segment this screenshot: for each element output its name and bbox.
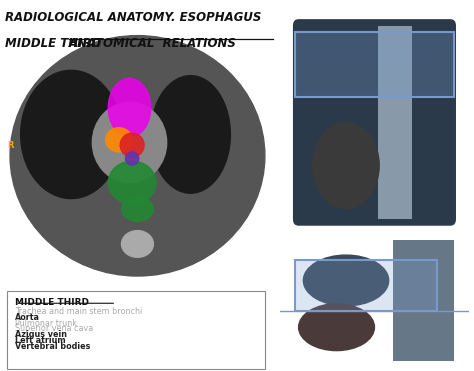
Bar bbox=[378, 26, 412, 219]
Ellipse shape bbox=[303, 255, 389, 306]
Text: Azigus vein: Azigus vein bbox=[15, 330, 67, 339]
Text: ANATOMICAL  RELATIONS: ANATOMICAL RELATIONS bbox=[69, 37, 237, 50]
Text: RADIOLOGICAL ANATOMY. ESOPHAGUS: RADIOLOGICAL ANATOMY. ESOPHAGUS bbox=[5, 11, 261, 24]
Text: Trachea and main stem bronchi: Trachea and main stem bronchi bbox=[15, 307, 143, 316]
Text: Pulmonar trunk: Pulmonar trunk bbox=[15, 319, 77, 328]
Ellipse shape bbox=[106, 128, 132, 152]
Ellipse shape bbox=[121, 231, 154, 257]
Text: MIDDLE THIRD: MIDDLE THIRD bbox=[5, 37, 101, 50]
Bar bbox=[393, 240, 454, 361]
Ellipse shape bbox=[108, 78, 151, 137]
Ellipse shape bbox=[92, 102, 167, 183]
Ellipse shape bbox=[21, 70, 121, 198]
Ellipse shape bbox=[120, 133, 144, 157]
Ellipse shape bbox=[108, 161, 156, 204]
Text: H: H bbox=[285, 358, 291, 364]
Ellipse shape bbox=[121, 197, 154, 221]
FancyBboxPatch shape bbox=[293, 19, 456, 226]
Ellipse shape bbox=[151, 76, 230, 193]
Text: A: A bbox=[10, 275, 17, 283]
Text: Aorta: Aorta bbox=[15, 313, 40, 322]
Bar bbox=[295, 260, 437, 311]
Ellipse shape bbox=[299, 304, 374, 351]
Bar bbox=[295, 32, 454, 96]
Bar bbox=[295, 32, 454, 96]
Bar bbox=[295, 260, 437, 311]
Text: Vertebral bodies: Vertebral bodies bbox=[15, 342, 91, 351]
Text: MIDDLE THIRD: MIDDLE THIRD bbox=[15, 298, 90, 306]
Text: Superior vena cava: Superior vena cava bbox=[15, 325, 93, 334]
Ellipse shape bbox=[126, 152, 139, 165]
Ellipse shape bbox=[10, 36, 265, 276]
Ellipse shape bbox=[313, 122, 379, 209]
Text: Left atrium: Left atrium bbox=[15, 336, 66, 345]
Text: R: R bbox=[8, 141, 14, 150]
